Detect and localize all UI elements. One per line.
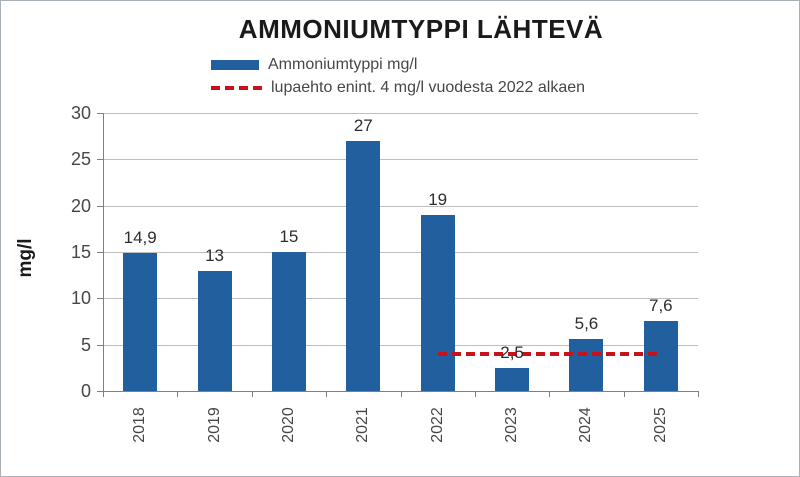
legend-dashed-line-swatch-icon	[211, 85, 265, 90]
x-tick-4	[400, 391, 402, 397]
gridline-30	[103, 113, 698, 114]
bar-2022	[420, 214, 455, 391]
y-tick-label-10: 10	[70, 288, 91, 309]
y-tick-0	[97, 391, 103, 392]
value-label-2023: 2,5	[500, 342, 524, 362]
bar-2021	[346, 140, 381, 391]
gridline-10	[103, 298, 698, 300]
x-tick-label-2021: 2021	[354, 407, 372, 443]
x-tick-0	[103, 391, 104, 397]
x-tick-label-2019: 2019	[205, 407, 223, 443]
x-tick-5	[474, 391, 476, 397]
value-label-2024: 5,6	[574, 314, 599, 334]
x-tick-label-2023: 2023	[503, 407, 521, 443]
y-tick-10	[97, 298, 103, 300]
x-tick-1	[177, 391, 179, 397]
limit-line	[437, 351, 661, 356]
legend-series-label: Ammoniumtyppi mg/l	[268, 55, 418, 73]
gridline-5	[103, 344, 698, 346]
bar-2020	[271, 252, 306, 391]
y-axis-title: mg/l	[15, 238, 36, 278]
x-tick-label-2018: 2018	[131, 407, 149, 443]
legend-bar-swatch-icon	[211, 59, 259, 70]
gridline-15	[103, 252, 698, 253]
x-tick-label-2024: 2024	[577, 407, 595, 443]
x-tick-2	[251, 391, 253, 397]
chart-title: AMMONIUMTYPPI LÄHTEVÄ	[238, 14, 604, 44]
x-tick-label-2022: 2022	[428, 407, 446, 443]
legend-item-series: Ammoniumtyppi mg/l	[211, 53, 585, 76]
bar-2024	[569, 339, 604, 391]
y-axis-line	[103, 113, 104, 391]
y-tick-label-5: 5	[80, 334, 91, 355]
y-tick-label-0: 0	[80, 381, 91, 401]
y-tick-20	[97, 205, 103, 207]
x-tick-label-2020: 2020	[279, 407, 297, 443]
x-tick-7	[623, 391, 625, 397]
x-tick-6	[549, 391, 551, 397]
y-tick-5	[97, 344, 103, 346]
value-label-2022: 19	[428, 189, 448, 209]
legend-item-limit: lupaehto enint. 4 mg/l vuodesta 2022 alk…	[211, 76, 585, 99]
x-tick-3	[326, 391, 328, 397]
x-tick-8	[698, 391, 699, 397]
y-tick-15	[97, 252, 103, 253]
y-tick-label-30: 30	[70, 103, 91, 123]
gridline-20	[103, 205, 698, 207]
legend-limit-label: lupaehto enint. 4 mg/l vuodesta 2022 alk…	[271, 78, 586, 96]
value-label-2020: 15	[279, 227, 299, 246]
y-tick-label-25: 25	[70, 149, 91, 170]
gridline-25	[103, 159, 698, 161]
bar-2019	[197, 270, 232, 391]
y-tick-30	[97, 113, 103, 114]
legend: Ammoniumtyppi mg/l lupaehto enint. 4 mg/…	[211, 53, 585, 99]
bar-2018	[123, 252, 158, 391]
y-tick-label-20: 20	[70, 195, 91, 216]
value-label-2021: 27	[353, 115, 373, 135]
value-label-2019: 13	[205, 245, 225, 265]
value-label-2025: 7,6	[648, 295, 673, 315]
y-tick-25	[97, 159, 103, 161]
bar-2023	[495, 367, 530, 391]
value-label-2018: 14,9	[123, 227, 157, 247]
y-tick-label-15: 15	[70, 242, 91, 262]
x-tick-label-2025: 2025	[651, 407, 669, 443]
